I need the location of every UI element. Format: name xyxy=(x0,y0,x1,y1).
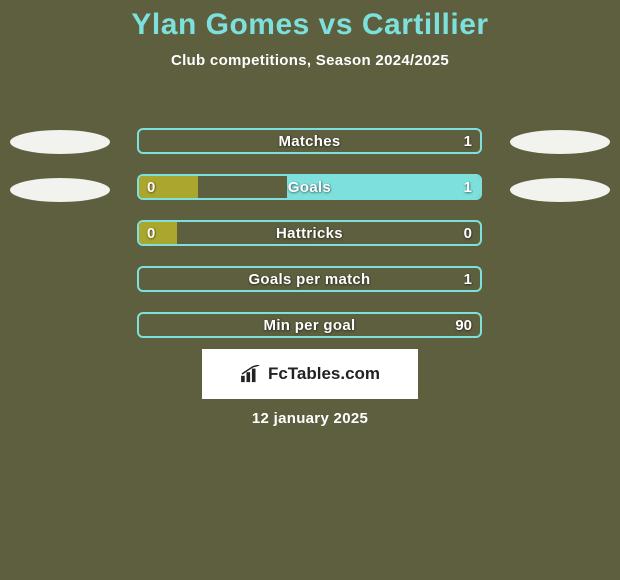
stat-row: 01Goals xyxy=(0,164,620,210)
source-badge: FcTables.com xyxy=(202,349,418,399)
stat-row: 1Matches xyxy=(0,118,620,164)
stat-label: Goals xyxy=(139,176,480,198)
stat-label: Hattricks xyxy=(139,222,480,244)
chart-icon xyxy=(240,365,262,383)
stat-label: Matches xyxy=(139,130,480,152)
player-marker-right xyxy=(510,178,610,202)
player-marker-left xyxy=(10,178,110,202)
stat-label: Min per goal xyxy=(139,314,480,336)
stat-bar: 00Hattricks xyxy=(137,220,482,246)
stat-row: 90Min per goal xyxy=(0,302,620,348)
stat-row: 00Hattricks xyxy=(0,210,620,256)
stat-bar: 01Goals xyxy=(137,174,482,200)
comparison-infographic: Ylan Gomes vs Cartillier Club competitio… xyxy=(0,0,620,580)
player-marker-right xyxy=(510,130,610,154)
page-subtitle: Club competitions, Season 2024/2025 xyxy=(0,52,620,69)
date-label: 12 january 2025 xyxy=(0,410,620,427)
stat-rows: 1Matches 01Goals 00Hattricks 1Goals per mat… xyxy=(0,118,620,348)
source-badge-text: FcTables.com xyxy=(268,364,380,384)
stat-label: Goals per match xyxy=(139,268,480,290)
player-marker-left xyxy=(10,130,110,154)
stat-bar: 90Min per goal xyxy=(137,312,482,338)
page-title: Ylan Gomes vs Cartillier xyxy=(0,0,620,42)
stat-row: 1Goals per match xyxy=(0,256,620,302)
stat-bar: 1Matches xyxy=(137,128,482,154)
stat-bar: 1Goals per match xyxy=(137,266,482,292)
